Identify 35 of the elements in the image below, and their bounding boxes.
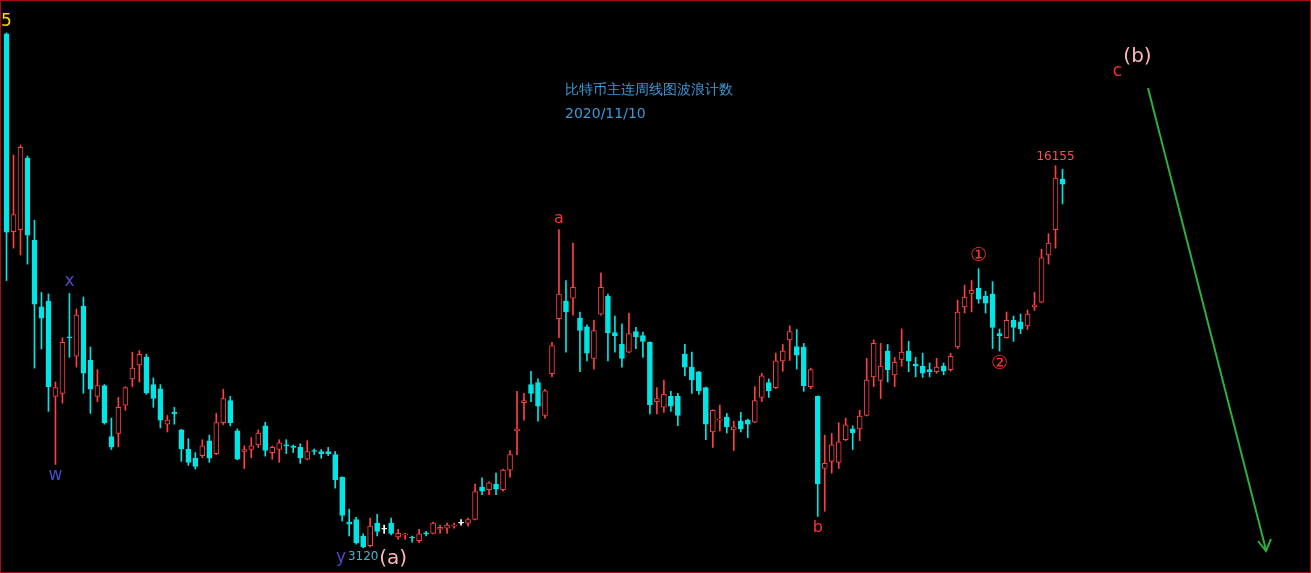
candlestick <box>241 445 248 469</box>
candlestick <box>479 477 485 496</box>
candlestick <box>409 535 415 543</box>
annotation: 3120 <box>347 548 379 563</box>
text: (b) <box>1123 43 1152 68</box>
candlestick <box>717 404 723 432</box>
candlestick <box>821 434 828 512</box>
text: 比特币主连周线图波浪计数 <box>565 80 733 99</box>
candlestick <box>654 387 660 415</box>
text: c <box>1112 60 1123 81</box>
annotation: 16155 <box>1036 148 1075 163</box>
candlestick <box>521 393 527 421</box>
text: 2020/11/10 <box>565 104 647 123</box>
candlestick <box>786 325 793 361</box>
annotation: ② <box>991 350 1009 373</box>
annotation: y <box>336 545 347 566</box>
annotation: x <box>64 270 75 291</box>
candlestick <box>612 315 618 353</box>
candlestick <box>248 437 255 459</box>
candlestick <box>563 280 569 353</box>
candlestick <box>570 242 576 316</box>
candlestick <box>381 524 387 534</box>
candlestick <box>730 420 737 451</box>
candlestick <box>793 329 800 370</box>
annotation: 5 <box>1 9 12 30</box>
annotation: b <box>812 516 823 536</box>
candlestick <box>458 519 464 526</box>
candlestick <box>283 439 290 454</box>
annotation: w <box>48 464 63 485</box>
annotation: a <box>554 207 564 227</box>
annotation: (a) <box>379 545 408 570</box>
annotation: ① <box>970 243 988 266</box>
candlestick <box>577 311 583 373</box>
candlestick <box>556 229 562 339</box>
candlestick <box>402 533 408 540</box>
